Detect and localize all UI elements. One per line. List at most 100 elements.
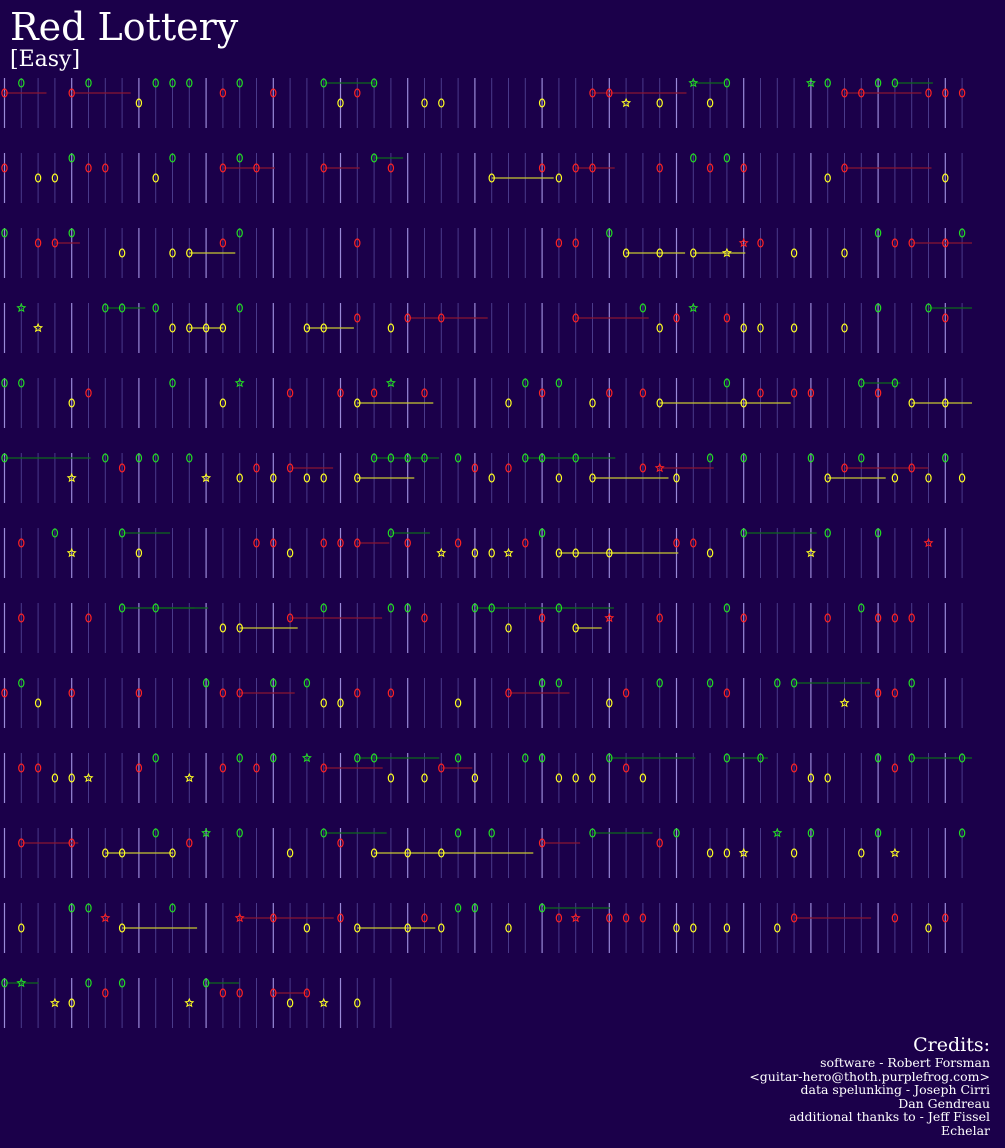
oval-note-icon: [706, 548, 714, 558]
oval-note-icon: [589, 773, 596, 783]
oval-note-icon: [303, 923, 311, 933]
difficulty-label: [Easy]: [10, 47, 81, 72]
oval-note-icon: [790, 388, 798, 398]
oval-note-icon: [85, 613, 92, 623]
oval-note-icon: [942, 398, 949, 408]
oval-note-icon: [538, 98, 546, 108]
oval-note-icon: [68, 398, 75, 408]
oval-note-icon: [34, 698, 42, 708]
star-note-icon: [688, 77, 699, 88]
oval-note-icon: [555, 773, 563, 783]
oval-note-icon: [757, 238, 764, 248]
oval-note-icon: [757, 753, 764, 763]
oval-note-icon: [85, 78, 92, 88]
oval-note-icon: [908, 463, 915, 473]
oval-note-icon: [538, 613, 546, 623]
oval-note-icon: [874, 688, 882, 698]
oval-note-icon: [253, 463, 260, 473]
oval-note-icon: [723, 688, 731, 698]
oval-note-icon: [320, 538, 327, 548]
oval-note-icon: [152, 453, 159, 463]
oval-note-icon: [639, 463, 647, 473]
oval-note-icon: [824, 78, 831, 88]
oval-note-icon: [690, 923, 697, 933]
star-note-icon: [234, 912, 245, 923]
oval-note-icon: [690, 538, 697, 548]
oval-note-icon: [320, 473, 327, 483]
oval-note-icon: [370, 753, 378, 763]
oval-note-icon: [303, 323, 311, 333]
oval-note-icon: [706, 163, 714, 173]
oval-note-icon: [454, 538, 462, 548]
oval-note-icon: [68, 998, 75, 1008]
star-note-icon: [184, 772, 195, 783]
star-note-icon: [889, 847, 900, 858]
oval-note-icon: [841, 323, 848, 333]
oval-note-icon: [538, 678, 546, 688]
oval-note-icon: [320, 603, 327, 613]
oval-note-icon: [522, 378, 529, 388]
oval-note-icon: [471, 463, 479, 473]
oval-note-icon: [118, 848, 126, 858]
oval-note-icon: [169, 378, 176, 388]
oval-note-icon: [606, 548, 613, 558]
oval-note-icon: [337, 98, 344, 108]
oval-note-icon: [18, 538, 25, 548]
oval-note-icon: [824, 173, 831, 183]
oval-note-icon: [337, 838, 344, 848]
oval-note-icon: [202, 678, 210, 688]
oval-note-icon: [219, 988, 227, 998]
oval-note-icon: [202, 323, 210, 333]
star-note-icon: [805, 77, 816, 88]
oval-note-icon: [807, 828, 815, 838]
oval-note-icon: [219, 163, 227, 173]
oval-note-icon: [606, 698, 613, 708]
oval-note-icon: [790, 678, 798, 688]
oval-note-icon: [337, 698, 344, 708]
oval-note-icon: [891, 378, 899, 388]
oval-note-icon: [236, 623, 243, 633]
oval-note-icon: [925, 88, 932, 98]
star-note-icon: [184, 997, 195, 1008]
oval-note-icon: [958, 828, 966, 838]
star-note-icon: [318, 997, 329, 1008]
oval-note-icon: [555, 238, 563, 248]
oval-note-icon: [673, 313, 680, 323]
oval-note-icon: [790, 763, 798, 773]
oval-note-icon: [706, 848, 714, 858]
oval-note-icon: [438, 848, 445, 858]
credits-heading: Credits:: [913, 1034, 990, 1056]
oval-note-icon: [169, 848, 176, 858]
oval-note-icon: [85, 978, 92, 988]
oval-note-icon: [874, 828, 882, 838]
oval-note-icon: [538, 163, 546, 173]
oval-note-icon: [908, 238, 915, 248]
oval-note-icon: [370, 453, 378, 463]
oval-note-icon: [471, 773, 479, 783]
oval-note-icon: [740, 613, 747, 623]
oval-note-icon: [572, 163, 579, 173]
oval-note-icon: [656, 678, 663, 688]
oval-note-icon: [807, 453, 815, 463]
oval-note-icon: [723, 153, 731, 163]
oval-note-icon: [690, 153, 697, 163]
oval-note-icon: [723, 603, 731, 613]
oval-note-icon: [488, 173, 495, 183]
oval-note-icon: [1, 453, 8, 463]
oval-note-icon: [18, 923, 25, 933]
oval-note-icon: [135, 548, 143, 558]
oval-note-icon: [589, 828, 596, 838]
oval-note-icon: [706, 98, 714, 108]
oval-note-icon: [438, 763, 445, 773]
oval-note-icon: [438, 313, 445, 323]
oval-note-icon: [471, 548, 479, 558]
oval-note-icon: [18, 838, 25, 848]
oval-note-icon: [270, 988, 277, 998]
oval-note-icon: [942, 313, 949, 323]
oval-note-icon: [236, 473, 243, 483]
star-note-icon: [570, 912, 581, 923]
song-title: Red Lottery: [10, 5, 239, 49]
oval-note-icon: [387, 323, 395, 333]
oval-note-icon: [186, 453, 193, 463]
oval-note-icon: [891, 913, 899, 923]
